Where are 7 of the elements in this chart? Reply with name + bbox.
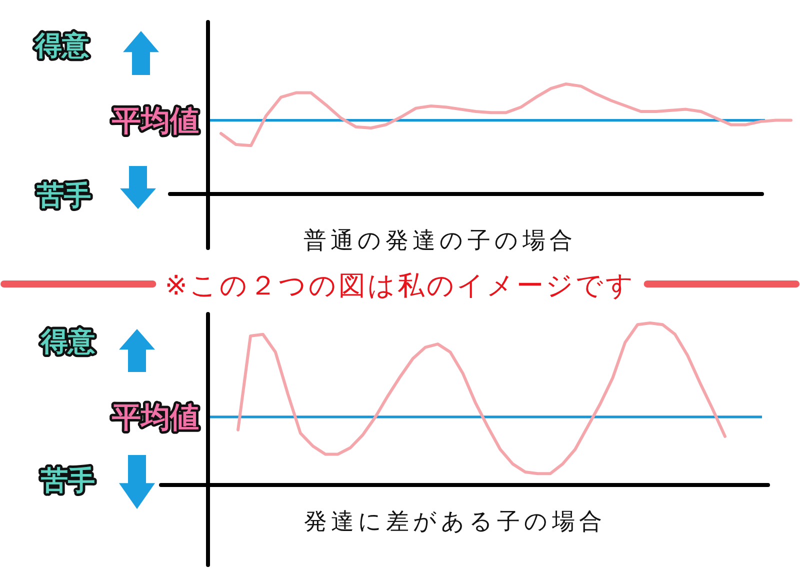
annotation: 苦手 — [37, 180, 91, 212]
xlabel: 発達に差がある子の場合 — [304, 509, 606, 535]
annotation: 得意 — [35, 30, 89, 62]
xlabel: 普通の発達の子の場合 — [304, 228, 576, 254]
annotation: 得意 — [41, 326, 95, 358]
annotation: ※この２つの図は私のイメージです — [164, 270, 636, 302]
annotation: 苦手 — [41, 466, 95, 496]
